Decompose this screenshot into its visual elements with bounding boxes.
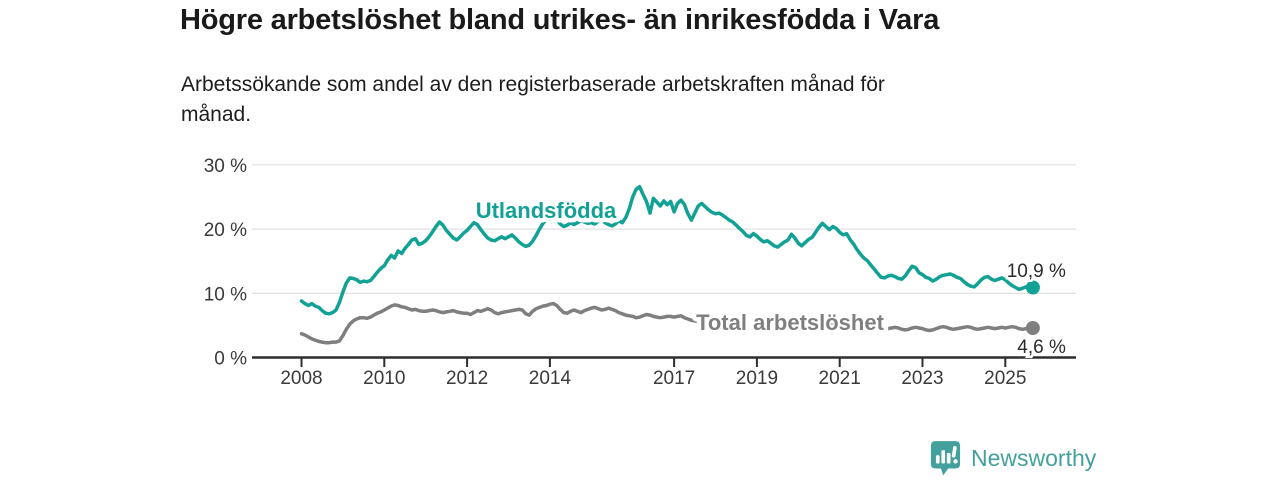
x-axis-label: 2010 [363,368,405,389]
y-axis-label: 10 % [204,284,247,305]
chart-subtitle: Arbetssökande som andel av den registerb… [181,73,885,127]
series-end-dot-0 [1025,280,1040,295]
x-axis-label: 2014 [529,368,572,389]
series-end-label-1: 4,6 % [1017,337,1066,358]
series-line-0 [299,184,1035,316]
series-line-1 [299,301,1035,345]
chart-title: Högre arbetslöshet bland utrikes- än inr… [180,4,940,36]
x-axis-label: 2021 [819,368,861,389]
x-axis-label: 2023 [901,368,943,389]
x-axis-label: 2019 [736,368,778,389]
series-label-1: Total arbetslöshet [696,310,885,335]
y-axis-label: 20 % [204,220,247,241]
newsworthy-brand-name: Newsworthy [971,444,1097,471]
x-axis-label: 2025 [984,368,1026,389]
y-axis-label: 30 % [204,156,247,177]
x-axis-label: 2012 [446,368,488,389]
series-label-0: Utlandsfödda [476,198,617,223]
newsworthy-brand-link[interactable]: Newsworthy [930,440,1096,476]
newsworthy-logo-icon [930,441,961,476]
x-axis-label: 2017 [653,368,695,389]
series-end-label-0: 10,9 % [1007,261,1066,282]
series-end-dot-1 [1025,321,1040,335]
x-axis-label: 2008 [280,368,322,389]
y-axis-label: 0 % [214,349,247,370]
